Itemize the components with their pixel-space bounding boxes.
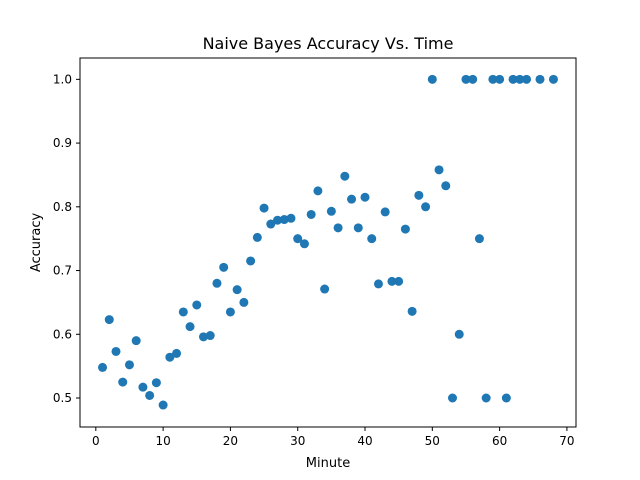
data-point	[158, 400, 168, 410]
data-point	[427, 74, 437, 84]
data-point	[178, 307, 188, 317]
data-point	[495, 74, 505, 84]
data-point	[131, 336, 141, 346]
data-point	[522, 74, 532, 84]
x-tick-label: 40	[357, 434, 372, 448]
data-point	[279, 215, 289, 225]
data-point	[306, 209, 316, 219]
data-point	[461, 74, 471, 84]
data-point	[111, 346, 121, 356]
data-point	[367, 234, 377, 244]
data-point	[380, 207, 390, 217]
data-point	[286, 213, 296, 223]
plot-frame	[79, 57, 577, 428]
data-point	[468, 74, 478, 84]
x-tick-label: 20	[223, 434, 238, 448]
x-tick-label: 10	[155, 434, 170, 448]
data-point	[515, 74, 525, 84]
data-point	[474, 234, 484, 244]
y-tick-label: 0.6	[53, 327, 72, 341]
data-point	[273, 215, 283, 225]
data-point	[266, 219, 276, 229]
data-point	[548, 74, 558, 84]
x-axis: 0 10 20 30 40 50 60 70	[92, 427, 575, 448]
data-point	[373, 279, 383, 289]
x-tick-label: 0	[92, 434, 100, 448]
y-tick-label: 0.9	[53, 136, 72, 150]
data-point	[347, 194, 357, 204]
data-point	[454, 329, 464, 339]
data-point	[104, 315, 114, 325]
data-point	[299, 239, 309, 249]
data-point	[246, 256, 256, 266]
data-point	[98, 362, 108, 372]
data-point	[400, 224, 410, 234]
data-point	[185, 322, 195, 332]
y-tick-label: 1.0	[53, 72, 72, 86]
x-tick-label: 60	[492, 434, 507, 448]
data-point	[481, 393, 491, 403]
data-point	[212, 278, 222, 288]
x-axis-label: Minute	[306, 456, 350, 471]
data-point	[448, 393, 458, 403]
data-point	[508, 74, 518, 84]
data-point	[232, 285, 242, 295]
data-point	[441, 181, 451, 191]
data-point	[394, 276, 404, 286]
data-point	[488, 74, 498, 84]
data-point	[387, 276, 397, 286]
data-point	[192, 300, 202, 310]
data-point	[172, 348, 182, 358]
data-point	[421, 202, 431, 212]
y-axis-label: Accuracy	[29, 213, 44, 273]
y-tick-label: 0.5	[53, 391, 72, 405]
data-point	[326, 206, 336, 216]
data-point	[434, 165, 444, 175]
data-point	[198, 332, 208, 342]
data-point	[259, 203, 269, 213]
data-point	[219, 262, 229, 272]
x-tick-label: 30	[290, 434, 305, 448]
data-point	[293, 234, 303, 244]
data-point	[313, 186, 323, 196]
data-point	[145, 390, 155, 400]
data-point	[501, 393, 511, 403]
data-point	[353, 223, 363, 233]
data-point	[124, 360, 134, 370]
data-point	[340, 171, 350, 181]
data-point	[205, 331, 215, 341]
data-point	[118, 377, 128, 387]
x-tick-label: 50	[425, 434, 440, 448]
data-point	[252, 232, 262, 242]
y-tick-label: 0.8	[53, 200, 72, 214]
data-point	[407, 306, 417, 316]
chart-title: Naive Bayes Accuracy Vs. Time	[203, 34, 454, 53]
data-point	[151, 378, 161, 388]
y-axis: 0.5 0.6 0.7 0.8 0.9 1.0	[53, 72, 80, 405]
data-point	[360, 192, 370, 202]
data-point	[239, 297, 249, 307]
data-point	[535, 74, 545, 84]
y-tick-label: 0.7	[53, 264, 72, 278]
x-tick-label: 70	[559, 434, 574, 448]
data-point	[165, 352, 175, 362]
data-point	[225, 307, 235, 317]
data-points	[98, 74, 558, 410]
data-point	[138, 382, 148, 392]
data-point	[333, 223, 343, 233]
data-point	[414, 190, 424, 200]
data-point	[320, 284, 330, 294]
